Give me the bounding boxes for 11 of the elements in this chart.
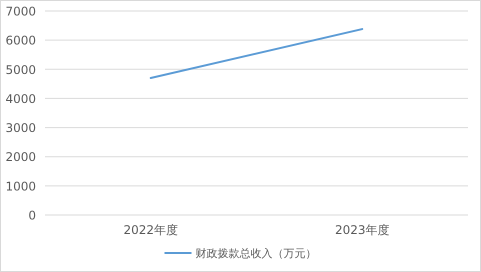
legend-label: 财政拨款总收入（万元） [196,247,316,260]
y-tick-label: 0 [28,208,36,222]
y-tick-label: 1000 [5,179,36,194]
y-tick-label: 5000 [5,62,36,77]
y-tick-label: 4000 [5,92,36,106]
y-tick-label: 6000 [5,34,36,48]
x-tick-label: 2022年度 [123,223,178,237]
y-tick-label: 2000 [5,150,36,164]
y-tick-label: 7000 [5,4,36,18]
y-tick-label: 3000 [5,121,36,136]
x-tick-label: 2023年度 [334,223,390,237]
